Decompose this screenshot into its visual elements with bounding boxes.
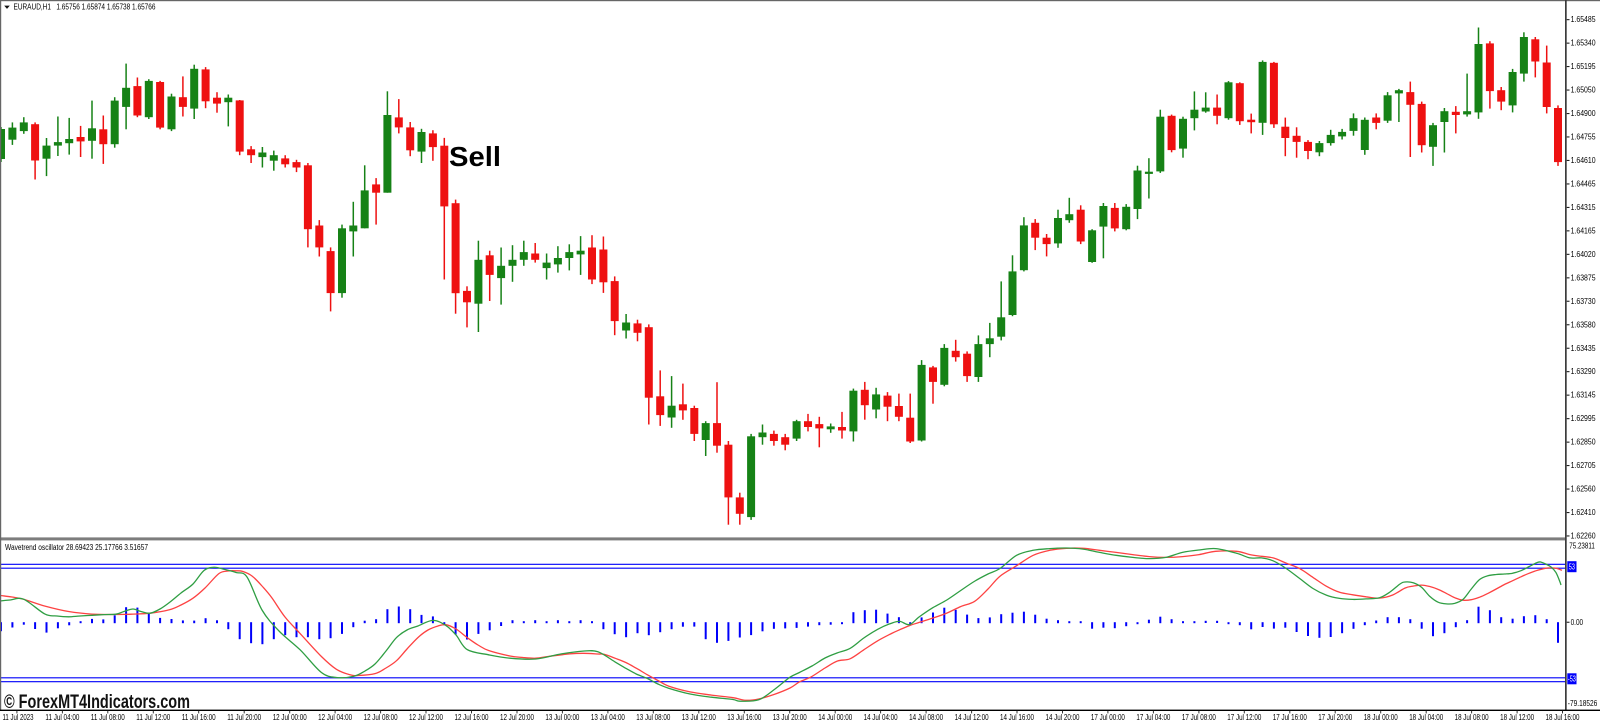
svg-text:1.63730: 1.63730	[1571, 297, 1597, 306]
svg-text:1.65050: 1.65050	[1571, 86, 1597, 95]
svg-text:1.62705: 1.62705	[1571, 461, 1597, 470]
svg-text:1.63435: 1.63435	[1571, 344, 1597, 353]
svg-text:1.63580: 1.63580	[1571, 320, 1597, 329]
svg-text:17 Jul 12:00: 17 Jul 12:00	[1227, 713, 1262, 722]
svg-text:12 Jul 12:00: 12 Jul 12:00	[409, 713, 444, 722]
svg-text:1.63145: 1.63145	[1571, 391, 1597, 400]
svg-text:11 Jul 08:00: 11 Jul 08:00	[91, 713, 126, 722]
svg-text:12 Jul 00:00: 12 Jul 00:00	[273, 713, 308, 722]
svg-text:14 Jul 00:00: 14 Jul 00:00	[818, 713, 853, 722]
svg-text:14 Jul 20:00: 14 Jul 20:00	[1046, 713, 1081, 722]
svg-text:1.65340: 1.65340	[1571, 39, 1597, 48]
svg-text:13 Jul 04:00: 13 Jul 04:00	[591, 713, 626, 722]
svg-text:17 Jul 08:00: 17 Jul 08:00	[1182, 713, 1217, 722]
svg-text:13 Jul 20:00: 13 Jul 20:00	[773, 713, 808, 722]
svg-text:Sell: Sell	[449, 141, 501, 172]
svg-text:13 Jul 08:00: 13 Jul 08:00	[636, 713, 671, 722]
svg-text:11 Jul 2023: 11 Jul 2023	[3, 713, 34, 722]
svg-text:13 Jul 16:00: 13 Jul 16:00	[727, 713, 762, 722]
svg-text:0.00: 0.00	[1571, 618, 1584, 627]
svg-text:18 Jul 08:00: 18 Jul 08:00	[1455, 713, 1490, 722]
svg-text:12 Jul 16:00: 12 Jul 16:00	[455, 713, 490, 722]
svg-text:75.23811: 75.23811	[1569, 541, 1595, 550]
svg-text:1.64165: 1.64165	[1571, 226, 1597, 235]
svg-text:-53: -53	[1568, 675, 1576, 684]
svg-text:1.64755: 1.64755	[1571, 133, 1597, 142]
svg-text:1.63875: 1.63875	[1571, 273, 1597, 282]
svg-text:18 Jul 04:00: 18 Jul 04:00	[1409, 713, 1444, 722]
svg-text:17 Jul 16:00: 17 Jul 16:00	[1273, 713, 1308, 722]
svg-text:18 Jul 12:00: 18 Jul 12:00	[1500, 713, 1535, 722]
svg-text:11 Jul 04:00: 11 Jul 04:00	[45, 713, 80, 722]
svg-text:11 Jul 20:00: 11 Jul 20:00	[227, 713, 262, 722]
svg-text:12 Jul 20:00: 12 Jul 20:00	[500, 713, 535, 722]
svg-text:EURAUD,H1 1.65756 1.65874 1.: EURAUD,H1 1.65756 1.65874 1.65738 1.6576…	[14, 2, 156, 11]
svg-text:1.64610: 1.64610	[1571, 156, 1597, 165]
svg-text:18 Jul 16:00: 18 Jul 16:00	[1546, 713, 1581, 722]
svg-text:1.64315: 1.64315	[1571, 203, 1597, 212]
svg-text:-79.18526: -79.18526	[1568, 699, 1598, 708]
svg-text:1.62260: 1.62260	[1571, 532, 1597, 541]
svg-text:11 Jul 12:00: 11 Jul 12:00	[136, 713, 171, 722]
svg-text:53: 53	[1569, 563, 1575, 572]
svg-text:17 Jul 20:00: 17 Jul 20:00	[1318, 713, 1353, 722]
svg-text:12 Jul 04:00: 12 Jul 04:00	[318, 713, 353, 722]
svg-text:1.65485: 1.65485	[1571, 15, 1597, 24]
svg-text:17 Jul 00:00: 17 Jul 00:00	[1091, 713, 1126, 722]
svg-text:1.65195: 1.65195	[1571, 62, 1597, 71]
svg-text:1.62560: 1.62560	[1571, 485, 1597, 494]
svg-text:1.62410: 1.62410	[1571, 508, 1597, 517]
svg-text:1.64465: 1.64465	[1571, 180, 1597, 189]
svg-text:1.62850: 1.62850	[1571, 438, 1597, 447]
svg-text:14 Jul 08:00: 14 Jul 08:00	[909, 713, 944, 722]
svg-text:14 Jul 12:00: 14 Jul 12:00	[955, 713, 990, 722]
svg-text:© ForexMT4Indicators.com: © ForexMT4Indicators.com	[4, 692, 190, 713]
svg-text:Wavetrend oscillator 28.69423: Wavetrend oscillator 28.69423 25.17766 3…	[5, 543, 148, 552]
svg-text:18 Jul 00:00: 18 Jul 00:00	[1364, 713, 1399, 722]
svg-text:14 Jul 16:00: 14 Jul 16:00	[1000, 713, 1035, 722]
svg-text:1.64900: 1.64900	[1571, 109, 1597, 118]
svg-text:1.62995: 1.62995	[1571, 414, 1597, 423]
svg-text:11 Jul 16:00: 11 Jul 16:00	[182, 713, 217, 722]
svg-text:12 Jul 08:00: 12 Jul 08:00	[364, 713, 399, 722]
svg-text:1.63290: 1.63290	[1571, 367, 1597, 376]
svg-text:1.64020: 1.64020	[1571, 250, 1597, 259]
svg-text:14 Jul 04:00: 14 Jul 04:00	[864, 713, 899, 722]
svg-text:13 Jul 12:00: 13 Jul 12:00	[682, 713, 717, 722]
svg-text:13 Jul 00:00: 13 Jul 00:00	[545, 713, 580, 722]
svg-text:17 Jul 04:00: 17 Jul 04:00	[1136, 713, 1171, 722]
